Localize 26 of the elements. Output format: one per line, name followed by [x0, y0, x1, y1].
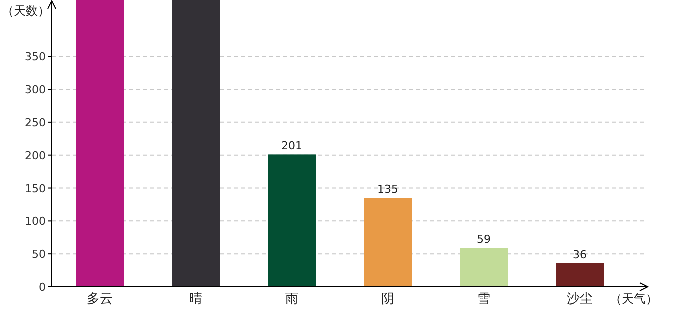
bar	[364, 198, 412, 287]
y-tick-label: 300	[25, 84, 46, 97]
bar	[556, 263, 604, 287]
x-tick-label: 多云	[87, 292, 113, 307]
data-label: 201	[282, 140, 302, 153]
y-tick-label: 50	[32, 248, 46, 262]
bar	[76, 0, 124, 287]
x-tick-label: 阴	[382, 292, 394, 307]
x-tick-label: 雪	[478, 292, 490, 307]
y-tick-label: 0	[39, 281, 46, 294]
x-axis-title: （天气）	[610, 292, 658, 306]
bar	[172, 0, 220, 287]
data-label: 36	[573, 248, 587, 262]
x-tick-label: 沙尘	[567, 292, 593, 307]
data-label: 59	[477, 233, 491, 246]
y-tick-label: 100	[25, 215, 46, 228]
data-label: 135	[378, 183, 398, 196]
bar	[460, 248, 508, 287]
x-tick-label: 雨	[286, 292, 298, 307]
y-tick-label: 350	[25, 50, 46, 64]
x-tick-label: 晴	[190, 292, 202, 307]
y-tick-label: 150	[25, 182, 46, 196]
y-tick-label: 200	[25, 149, 46, 162]
y-tick-label: 250	[25, 116, 46, 130]
bar	[268, 154, 316, 287]
y-axis-title: （天数）	[2, 4, 50, 18]
